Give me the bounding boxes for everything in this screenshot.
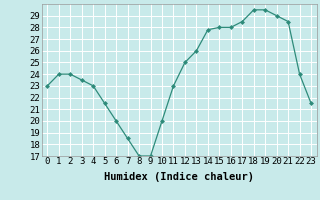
X-axis label: Humidex (Indice chaleur): Humidex (Indice chaleur): [104, 172, 254, 182]
